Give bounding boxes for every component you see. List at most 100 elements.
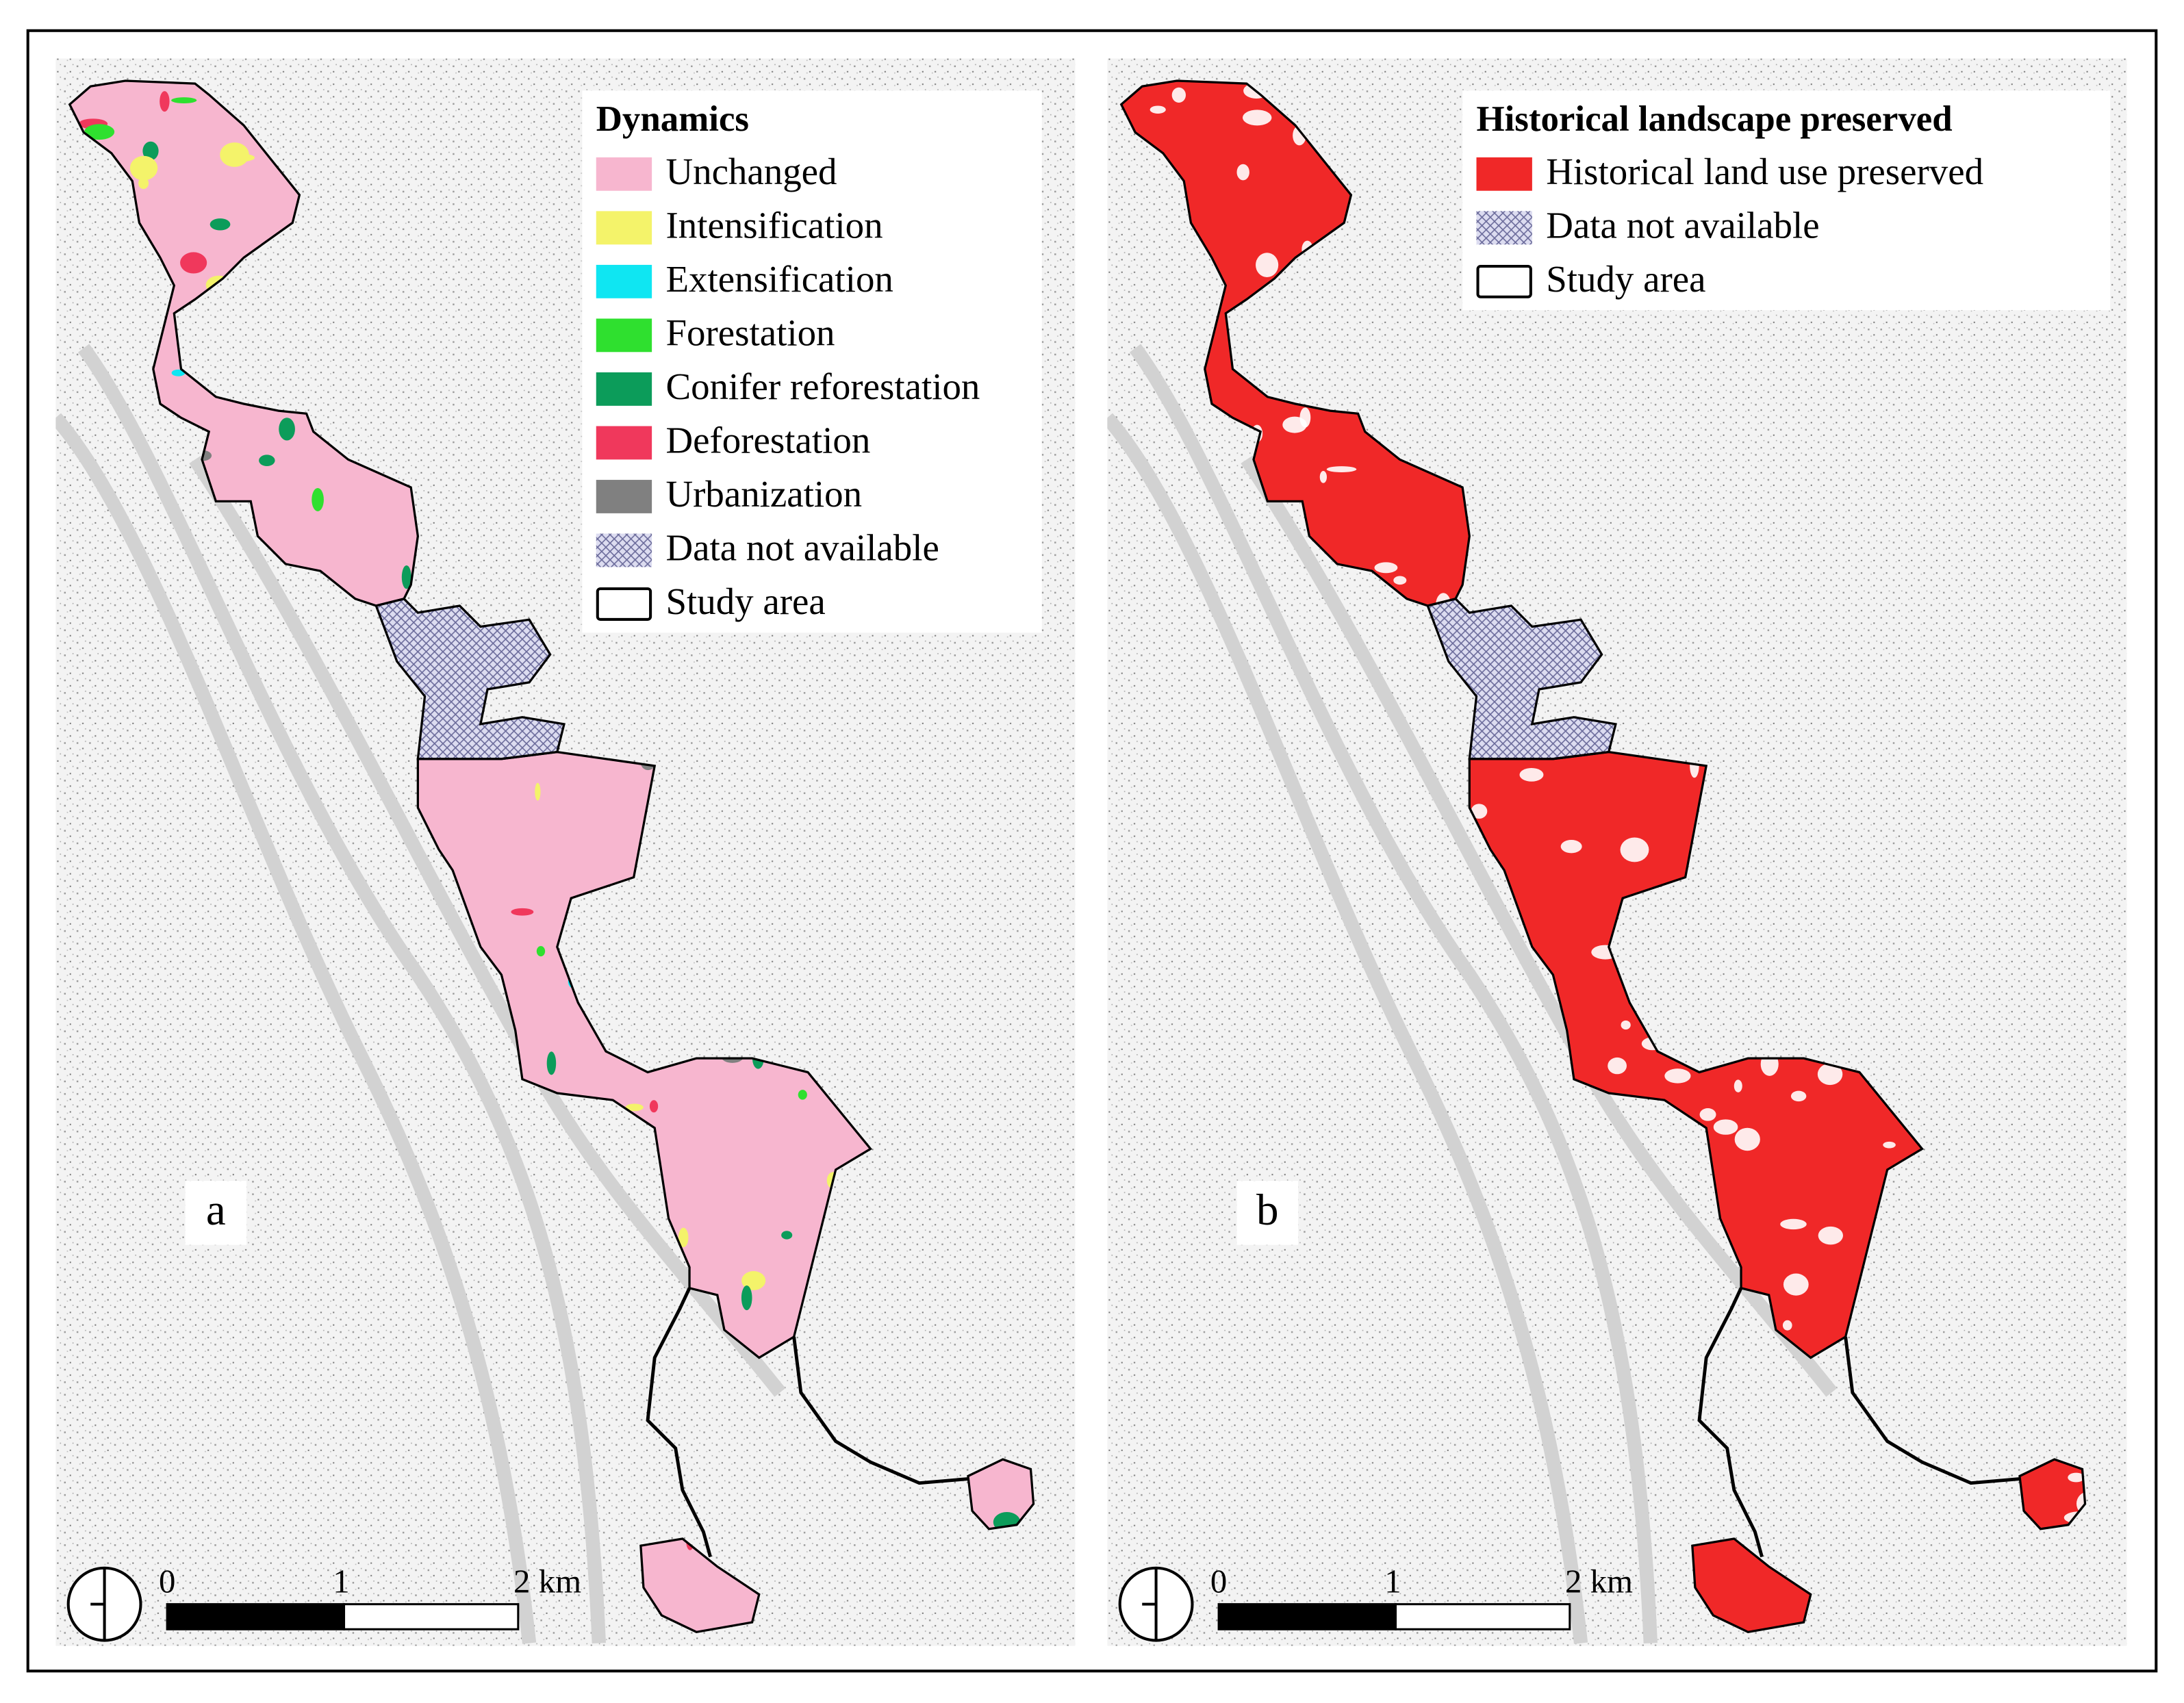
- land-use-area: [69, 80, 418, 606]
- patch: [84, 124, 115, 140]
- legend-label: Study area: [1546, 258, 1705, 300]
- patch: [1560, 840, 1582, 854]
- patch: [1734, 1079, 1742, 1092]
- north-arrow-needle: [90, 1567, 106, 1641]
- patch: [1319, 470, 1327, 483]
- patch: [312, 487, 324, 511]
- scale-bar-label: 1: [333, 1562, 349, 1600]
- patch: [1818, 1226, 1844, 1245]
- study-area-outline: [1691, 1537, 1812, 1634]
- patch: [129, 155, 158, 181]
- patch: [1150, 105, 1166, 114]
- legend-label: Deforestation: [665, 420, 870, 461]
- patch: [138, 177, 149, 190]
- patch: [535, 782, 541, 801]
- legend-title: Dynamics: [596, 99, 749, 139]
- patch: [1699, 1108, 1716, 1121]
- legend: Dynamics Unchanged Intensification Extensif…: [582, 90, 1042, 633]
- patch: [142, 141, 159, 161]
- scale-bar-white: [1394, 1603, 1571, 1630]
- patch: [1620, 837, 1649, 862]
- study-area-outline: [1697, 1287, 1764, 1558]
- patch: [171, 369, 186, 376]
- study-area-outline: [1844, 1336, 2020, 1485]
- map-panel: Historical landscape preserved Historical…: [1107, 58, 2127, 1646]
- study-area-outline: [639, 1537, 761, 1634]
- patch: [511, 908, 534, 916]
- patch: [625, 1103, 644, 1112]
- scale-bar-label: 0: [159, 1562, 175, 1600]
- scale-bar-label: 0: [1210, 1562, 1227, 1600]
- patch: [1374, 562, 1398, 574]
- patch: [401, 565, 411, 589]
- frame: [26, 29, 2158, 1673]
- patch: [1236, 164, 1249, 181]
- legend-swatch: [596, 533, 652, 567]
- map-panel: Dynamics Unchanged Intensification Extensif…: [55, 58, 1076, 1646]
- legend-label: Historical land use preserved: [1546, 151, 1983, 192]
- patch: [1780, 1218, 1807, 1230]
- legend-label: Urbanization: [665, 473, 862, 515]
- river: [1107, 413, 1588, 1644]
- land-use-area: [1469, 752, 1922, 1358]
- scale-bar-label: 2 km: [1565, 1562, 1633, 1600]
- legend-swatch: [596, 157, 652, 191]
- legend-swatch: [596, 372, 652, 406]
- patch: [1734, 1127, 1760, 1151]
- study-area-outline: [416, 750, 872, 1359]
- legend-label: Extensification: [665, 258, 893, 300]
- river: [1241, 455, 1838, 1397]
- patch: [649, 1100, 659, 1113]
- patch: [678, 1227, 689, 1248]
- legend: Historical landscape preserved Historical…: [1462, 90, 2111, 311]
- legend-title: Historical landscape preserved: [1476, 99, 1952, 139]
- legend-swatch: [596, 587, 652, 621]
- study-area-outline: [792, 1336, 969, 1485]
- patch: [1883, 1141, 1896, 1149]
- river: [77, 344, 606, 1644]
- patch: [227, 153, 255, 162]
- patch: [1713, 1119, 1738, 1135]
- study-area-outline: [68, 79, 419, 607]
- patch: [536, 946, 546, 957]
- study-area-outline: [967, 1458, 1035, 1531]
- legend-swatch: [1476, 211, 1532, 245]
- legend-label: Data not available: [1546, 204, 1819, 246]
- study-area-outline: [1426, 597, 1617, 760]
- legend-label: Conifer reforestation: [665, 366, 980, 407]
- legend-label: Study area: [665, 580, 825, 622]
- patch: [546, 1051, 557, 1075]
- patch: [1326, 466, 1357, 473]
- patch: [1256, 253, 1279, 278]
- scale-bar-white: [342, 1603, 520, 1630]
- panel-label: b: [1256, 1186, 1279, 1235]
- patch: [1608, 1057, 1627, 1075]
- patch: [2068, 1472, 2085, 1483]
- study-area-outline: [374, 597, 566, 760]
- patch: [1817, 1063, 1843, 1086]
- land-use-area: [1692, 1539, 1811, 1632]
- legend-label: Forestation: [665, 312, 835, 354]
- panel-label: a: [206, 1186, 226, 1235]
- patch: [1242, 110, 1272, 126]
- patch: [1171, 87, 1186, 103]
- patch: [741, 1285, 752, 1311]
- patch: [279, 418, 295, 441]
- panel-label-box: [1236, 1181, 1299, 1245]
- legend-label: Intensification: [665, 204, 883, 246]
- river: [189, 455, 786, 1397]
- study-area-outline: [1119, 79, 1471, 607]
- patch: [1471, 804, 1488, 819]
- legend-swatch: [596, 264, 652, 298]
- north-arrow-needle: [1142, 1567, 1158, 1641]
- land-use-area: [418, 752, 871, 1358]
- river: [55, 413, 537, 1644]
- scale-bar-black: [166, 1603, 346, 1630]
- patch: [1782, 1320, 1792, 1331]
- legend-box: [582, 90, 1042, 633]
- patch: [781, 1231, 793, 1240]
- patch: [171, 97, 197, 103]
- patch: [1282, 416, 1307, 433]
- patch: [1621, 1020, 1631, 1030]
